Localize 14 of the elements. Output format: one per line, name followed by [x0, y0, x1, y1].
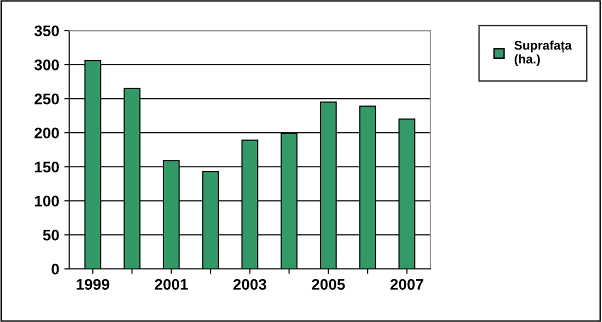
y-tick-label: 0	[52, 264, 59, 275]
x-tick-label: 2005	[312, 278, 345, 290]
y-tick-label: 350	[34, 25, 59, 36]
y-tick-label: 100	[34, 196, 59, 206]
y-tick-label: 200	[34, 128, 59, 138]
y-tick-label: 250	[34, 94, 59, 104]
x-tick-label: 1999	[76, 278, 110, 290]
x-tick-label: 2003	[233, 278, 266, 290]
y-tick-label: 150	[34, 162, 59, 172]
x-tick-label: 2001	[154, 278, 188, 290]
legend-label: Suprafața (ha.)	[514, 40, 572, 66]
y-tick-label: 50	[42, 230, 59, 241]
y-tick-label: 300	[34, 60, 59, 70]
x-tick-label: 2007	[390, 278, 424, 290]
